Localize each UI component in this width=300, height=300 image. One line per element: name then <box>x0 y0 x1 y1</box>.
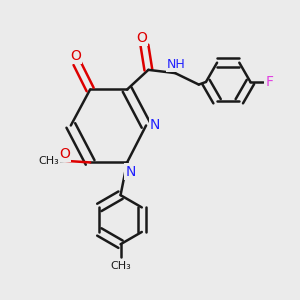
Text: CH₃: CH₃ <box>38 157 58 166</box>
Text: CH₃: CH₃ <box>110 262 131 272</box>
Text: O: O <box>59 147 70 160</box>
Text: O: O <box>70 49 81 63</box>
Text: O: O <box>136 31 147 45</box>
Text: F: F <box>266 75 273 89</box>
Text: N: N <box>150 118 160 133</box>
Text: N: N <box>125 165 136 178</box>
Text: NH: NH <box>167 58 186 71</box>
